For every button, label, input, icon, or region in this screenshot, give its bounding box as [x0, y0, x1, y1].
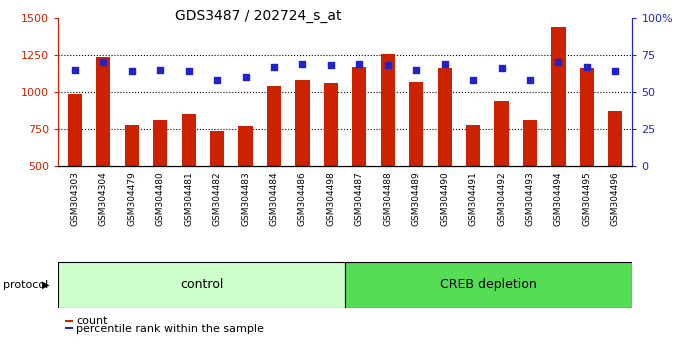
Bar: [352, 67, 367, 166]
Text: GSM304494: GSM304494: [554, 171, 563, 226]
Text: GSM304487: GSM304487: [355, 171, 364, 226]
Text: GSM304496: GSM304496: [611, 171, 620, 226]
Text: control: control: [180, 279, 223, 291]
Bar: [608, 112, 622, 166]
Bar: [239, 126, 253, 166]
Point: [468, 77, 479, 83]
Point: [354, 61, 364, 67]
Point: [297, 61, 308, 67]
Bar: [267, 86, 281, 166]
Bar: [182, 114, 196, 166]
Bar: [124, 125, 139, 166]
Text: GSM304492: GSM304492: [497, 171, 506, 226]
Text: GSM304489: GSM304489: [411, 171, 421, 226]
Text: CREB depletion: CREB depletion: [441, 279, 537, 291]
Bar: [580, 68, 594, 166]
Bar: [324, 83, 338, 166]
Text: GSM304495: GSM304495: [582, 171, 592, 226]
Text: GSM304304: GSM304304: [99, 171, 108, 226]
Point: [69, 67, 80, 73]
Bar: [409, 82, 424, 166]
Bar: [68, 93, 82, 166]
Point: [155, 67, 166, 73]
Point: [269, 64, 279, 70]
Point: [524, 77, 535, 83]
Text: GSM304488: GSM304488: [384, 171, 392, 226]
Text: count: count: [76, 316, 107, 326]
Point: [610, 68, 621, 74]
Text: GSM304483: GSM304483: [241, 171, 250, 226]
Point: [240, 74, 251, 80]
Bar: [466, 125, 480, 166]
Bar: [494, 101, 509, 166]
Point: [439, 61, 450, 67]
Bar: [96, 57, 110, 166]
Bar: [551, 27, 566, 166]
Text: GSM304481: GSM304481: [184, 171, 193, 226]
Bar: [381, 54, 395, 166]
Text: GSM304484: GSM304484: [269, 171, 279, 226]
Text: percentile rank within the sample: percentile rank within the sample: [76, 324, 264, 333]
Text: GSM304498: GSM304498: [326, 171, 335, 226]
Text: GSM304493: GSM304493: [526, 171, 534, 226]
Point: [211, 77, 222, 83]
Bar: [345, 262, 632, 308]
Bar: [437, 68, 452, 166]
Text: GSM304480: GSM304480: [156, 171, 165, 226]
Point: [553, 59, 564, 65]
Point: [98, 59, 109, 65]
Text: GSM304486: GSM304486: [298, 171, 307, 226]
Text: GSM304482: GSM304482: [213, 171, 222, 226]
Text: GDS3487 / 202724_s_at: GDS3487 / 202724_s_at: [175, 9, 341, 23]
Point: [411, 67, 422, 73]
Point: [126, 68, 137, 74]
Point: [496, 65, 507, 71]
Bar: [210, 131, 224, 166]
Bar: [523, 120, 537, 166]
Text: GSM304490: GSM304490: [440, 171, 449, 226]
Point: [382, 62, 393, 68]
Text: GSM304479: GSM304479: [127, 171, 136, 226]
Bar: [153, 120, 167, 166]
Text: GSM304303: GSM304303: [70, 171, 80, 226]
Bar: [58, 262, 345, 308]
Text: GSM304491: GSM304491: [469, 171, 477, 226]
Point: [183, 68, 194, 74]
Point: [581, 64, 592, 70]
Bar: [295, 80, 309, 166]
Text: protocol: protocol: [3, 280, 49, 290]
Text: ▶: ▶: [42, 280, 50, 290]
Point: [326, 62, 337, 68]
